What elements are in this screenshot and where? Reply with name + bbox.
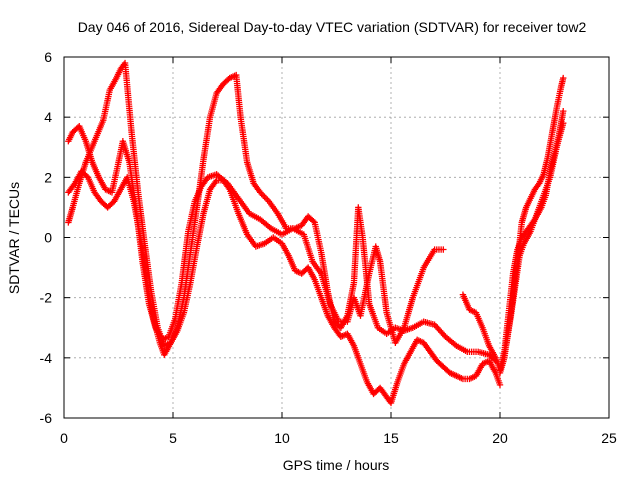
data-point-track-b: [262, 195, 270, 202]
x-tick-label: 10: [274, 430, 290, 446]
data-point-track-b: [259, 192, 267, 199]
data-points: [65, 59, 567, 407]
data-point-track-d: [560, 107, 567, 115]
x-tick-label: 5: [169, 430, 177, 446]
data-point-track-b: [261, 193, 268, 201]
x-tick-label: 15: [383, 430, 399, 446]
data-point-track-b: [310, 218, 317, 225]
x-axis-label: GPS time / hours: [283, 457, 390, 473]
data-point-track-f: [560, 119, 567, 127]
data-point-track-a: [440, 246, 447, 253]
data-point-track-c: [496, 381, 504, 389]
y-tick-label: -6: [40, 410, 53, 426]
axis-ticks: [63, 56, 610, 419]
y-tick-label: 4: [44, 109, 52, 125]
x-tick-label: 25: [601, 430, 617, 446]
x-tick-labels: 0 5 10 15 20 25: [60, 430, 617, 446]
y-tick-label: 0: [44, 230, 52, 246]
x-tick-label: 0: [60, 430, 68, 446]
chart-title: Day 046 of 2016, Sidereal Day-to-day VTE…: [78, 19, 587, 35]
y-tick-labels: -6 -4 -2 0 2 4 6: [40, 49, 53, 426]
x-tick-label: 20: [492, 430, 508, 446]
y-tick-label: -4: [40, 350, 53, 366]
y-tick-label: -2: [40, 290, 53, 306]
y-axis-label: SDTVAR / TECUs: [6, 182, 22, 294]
y-tick-label: 6: [44, 49, 52, 65]
data-point-track-e: [560, 74, 567, 82]
y-tick-label: 2: [44, 169, 52, 185]
